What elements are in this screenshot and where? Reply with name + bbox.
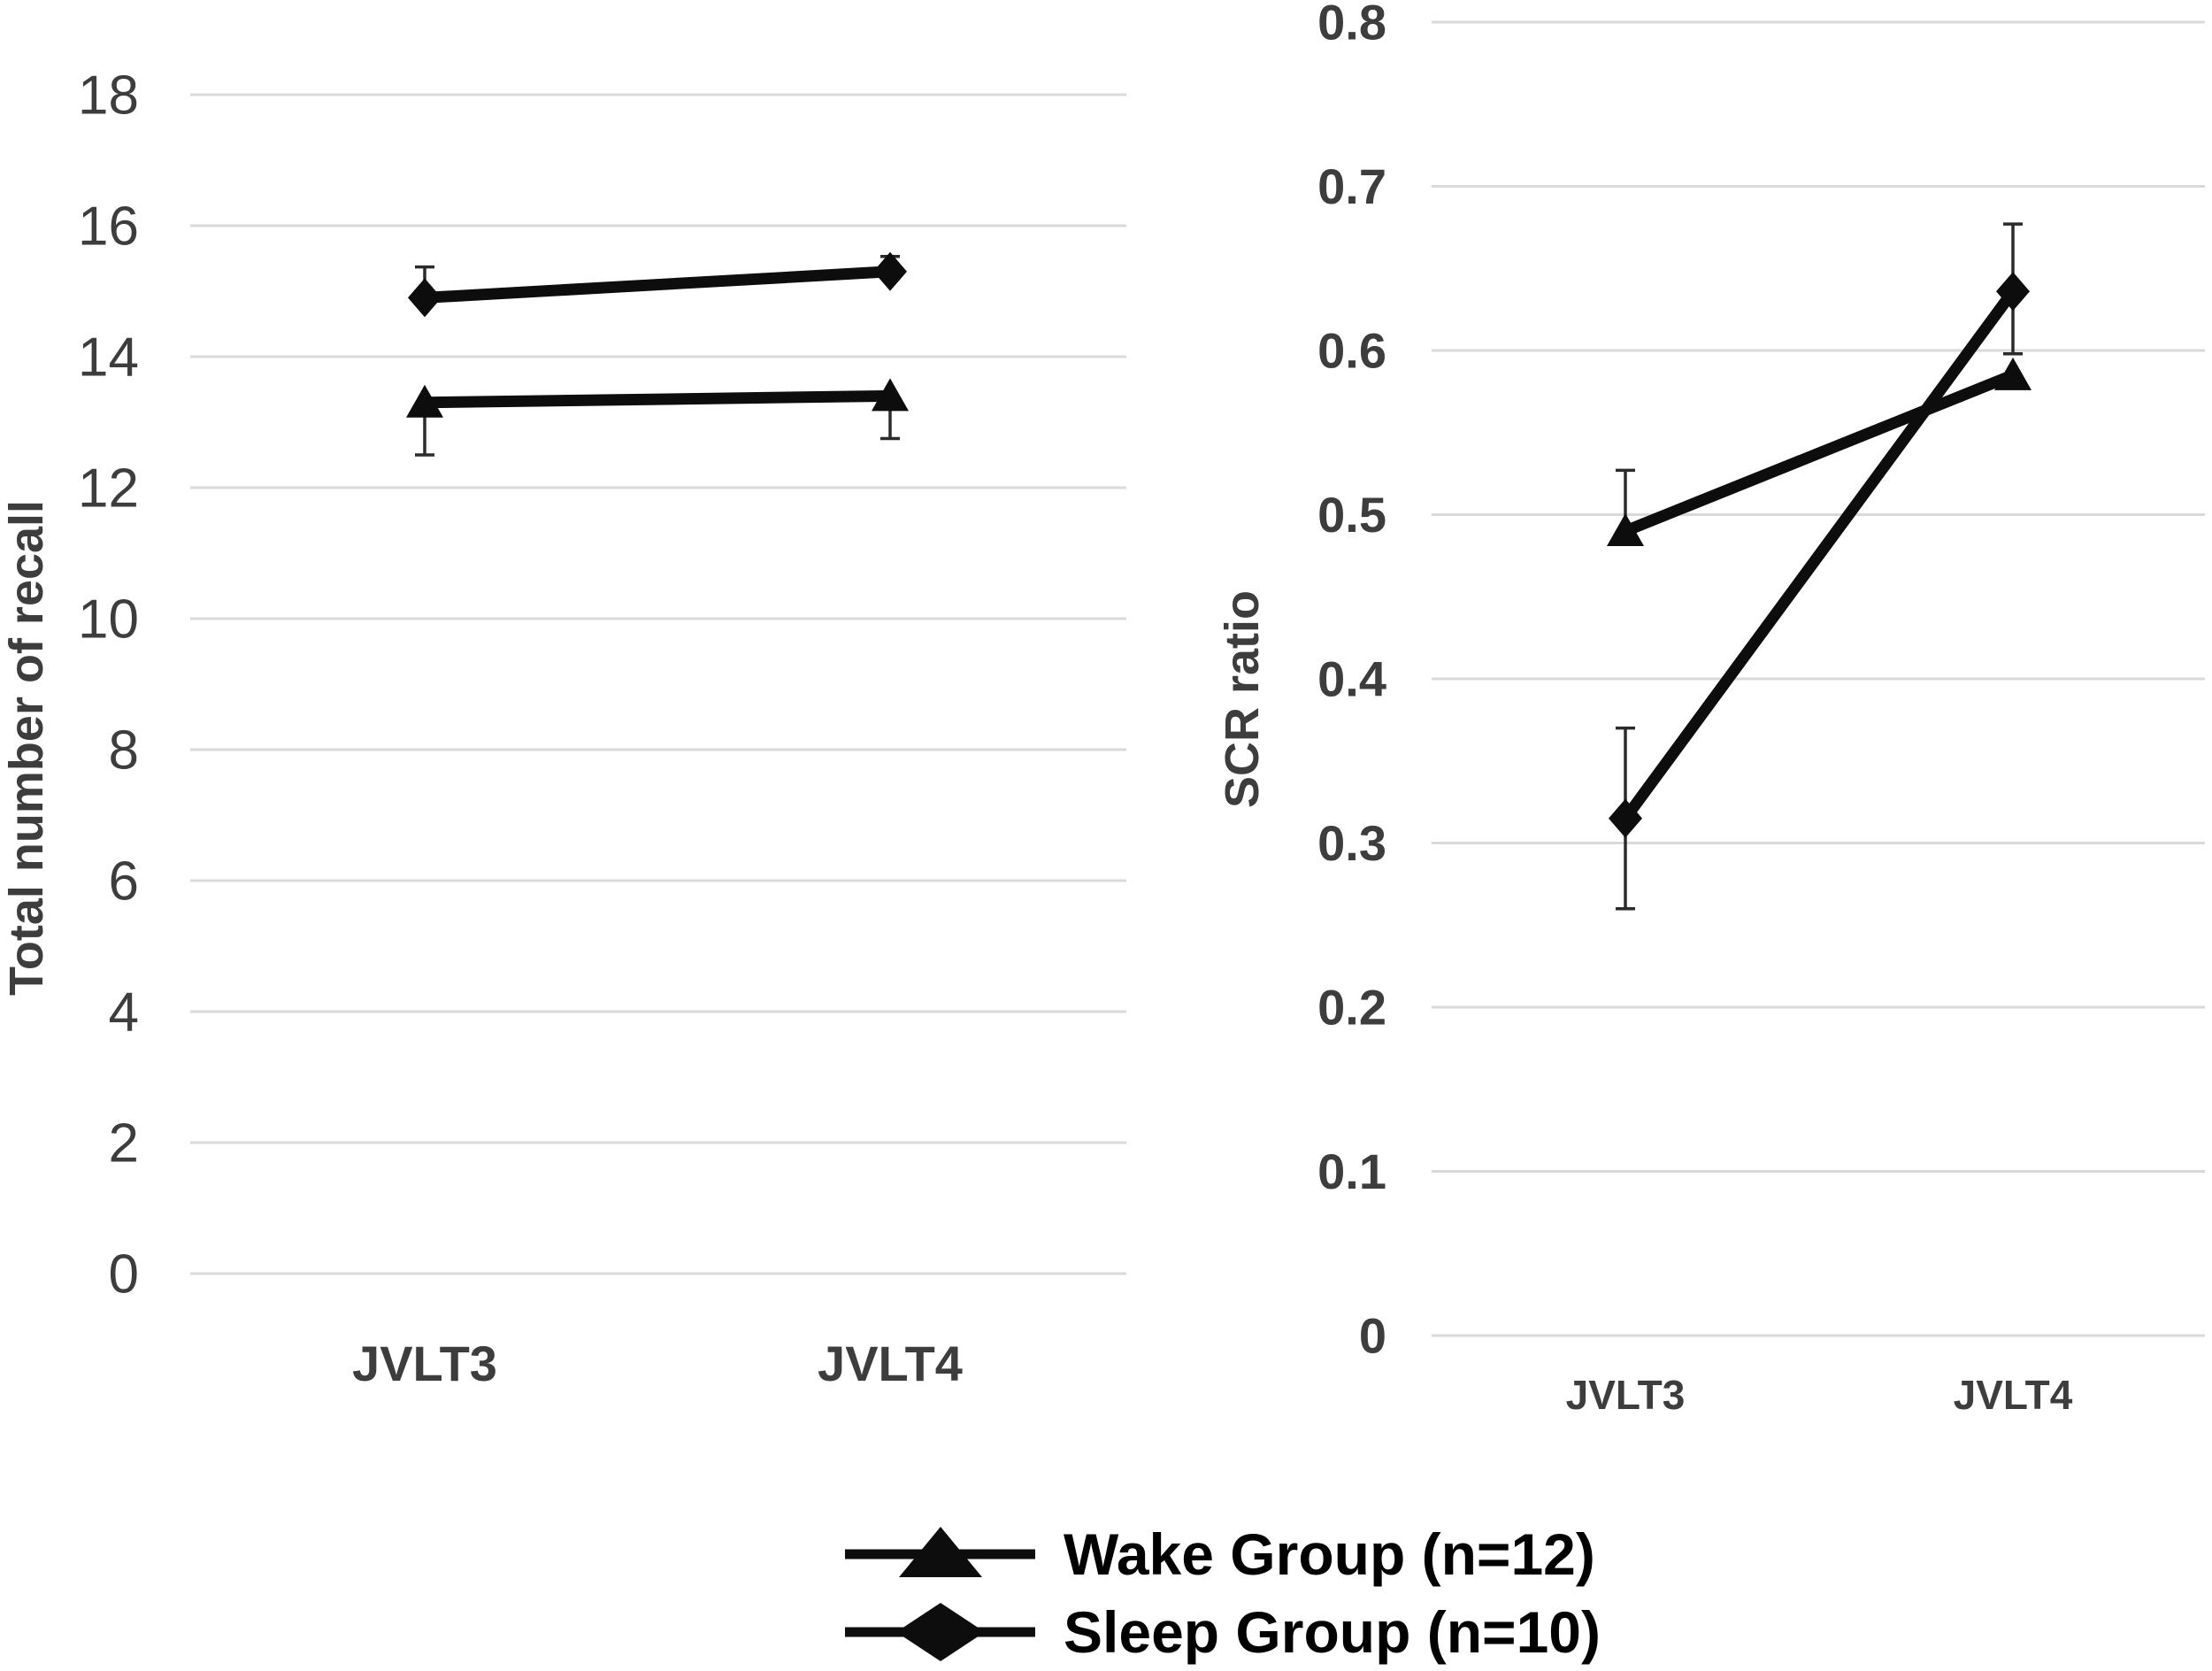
y-tick-label: 10 xyxy=(78,589,139,651)
wake-data-point-marker xyxy=(1607,513,1644,547)
y-tick-label: 18 xyxy=(78,65,139,127)
y-tick-label: 0.5 xyxy=(1317,487,1386,543)
wake-triangle-icon xyxy=(899,1527,982,1577)
y-tick-label: 16 xyxy=(78,196,139,258)
y-tick-label: 0.8 xyxy=(1317,0,1386,50)
y-tick-label: 0 xyxy=(1359,1308,1386,1364)
y-tick-label: 0.4 xyxy=(1317,651,1386,707)
sleep-legend-label: Sleep Group (n=10) xyxy=(1064,1599,1601,1665)
wake-legend-label: Wake Group (n=12) xyxy=(1064,1521,1595,1587)
legend-item-sleep: Sleep Group (n=10) xyxy=(845,1599,1601,1665)
wake-series-line xyxy=(424,389,891,409)
y-tick-label: 0.2 xyxy=(1317,980,1386,1036)
y-tick-label: 14 xyxy=(78,327,139,389)
y-tick-label: 12 xyxy=(78,458,139,520)
sleep-data-point-marker xyxy=(1996,272,2030,312)
sleep-series-line xyxy=(424,266,891,304)
recall-y-axis-title: Total number of recall xyxy=(0,500,53,996)
scr-y-axis-title: SCR ratio xyxy=(1216,590,1269,808)
y-tick-label: 0.3 xyxy=(1317,815,1386,871)
y-tick-label: 0.1 xyxy=(1317,1144,1386,1199)
sleep-data-point-marker xyxy=(873,251,907,291)
wake-data-point-marker xyxy=(1994,357,2032,390)
sleep-data-point-marker xyxy=(408,278,442,318)
y-tick-label: 0 xyxy=(109,1244,139,1305)
legend: Wake Group (n=12) Sleep Group (n=10) xyxy=(845,1521,1601,1665)
y-tick-label: 6 xyxy=(109,851,139,913)
y-tick-label: 0.7 xyxy=(1317,158,1386,214)
wake-series-line xyxy=(1623,369,2016,537)
recall-chart: 18 16 14 12 10 8 6 4 2 0 JVLT3 JVLT4 xyxy=(78,65,1126,1391)
wake-data-point-marker xyxy=(872,378,909,412)
y-tick-label: 2 xyxy=(109,1113,139,1174)
y-tick-label: 8 xyxy=(109,720,139,782)
x-tick-label: JVLT3 xyxy=(352,1336,497,1391)
legend-item-wake: Wake Group (n=12) xyxy=(845,1521,1595,1587)
y-tick-label: 4 xyxy=(109,982,139,1043)
sleep-data-point-marker xyxy=(1609,798,1642,838)
sleep-diamond-icon xyxy=(896,1603,985,1661)
y-tick-label: 0.6 xyxy=(1317,323,1386,379)
x-tick-label: JVLT4 xyxy=(1954,1372,2073,1418)
scr-ratio-chart: 0.8 0.7 0.6 0.5 0.4 0.3 0.2 0.1 0 JVLT3 JVLT4 xyxy=(1317,0,2205,1418)
x-tick-label: JVLT3 xyxy=(1566,1372,1686,1418)
x-tick-label: JVLT4 xyxy=(818,1336,963,1391)
sleep-series-line xyxy=(1620,288,2018,822)
wake-data-point-marker xyxy=(406,384,443,418)
